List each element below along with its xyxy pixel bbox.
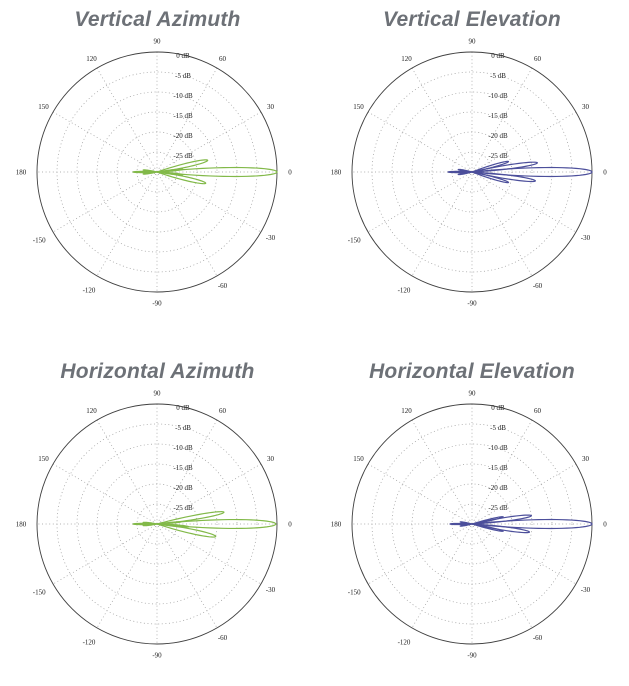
svg-text:-150: -150	[33, 237, 46, 245]
svg-text:0: 0	[603, 169, 607, 177]
svg-text:-15 dB: -15 dB	[173, 464, 193, 472]
svg-text:-90: -90	[152, 300, 162, 308]
chart-title-horizontal-azimuth: Horizontal Azimuth	[60, 360, 255, 383]
svg-text:180: 180	[16, 521, 27, 529]
svg-text:-90: -90	[467, 652, 477, 660]
polar-chart-horizontal-elevation: 0 30 60 90 120 150 180 -150 -120 -90 -60 -30 0 dB -5 …	[330, 390, 607, 660]
chart-cell-vertical-azimuth: Vertical Azimuth 0 30 60 90 120 150 180 -150 -12…	[0, 0, 315, 350]
svg-text:-5 dB: -5 dB	[175, 72, 191, 80]
svg-text:-15 dB: -15 dB	[488, 112, 508, 120]
svg-text:-10 dB: -10 dB	[173, 444, 193, 452]
svg-text:90: 90	[468, 38, 476, 46]
svg-text:180: 180	[330, 169, 341, 177]
svg-text:0 dB: 0 dB	[491, 52, 505, 60]
svg-text:-150: -150	[347, 589, 360, 597]
svg-text:-60: -60	[218, 634, 228, 642]
polar-chart-vertical-elevation: 0 30 60 90 120 150 180 -150 -120 -90 -60 -30 0 dB -5 …	[330, 38, 607, 308]
svg-text:60: 60	[219, 407, 227, 415]
svg-text:60: 60	[534, 407, 542, 415]
svg-text:-25 dB: -25 dB	[173, 152, 193, 160]
svg-text:-60: -60	[532, 634, 542, 642]
polar-chart-vertical-azimuth: 0 30 60 90 120 150 180 -150 -120 -90 -60 -30 0 dB -5 …	[16, 38, 293, 308]
chart-title-vertical-elevation: Vertical Elevation	[383, 8, 561, 31]
svg-text:-30: -30	[266, 586, 276, 594]
svg-text:-5 dB: -5 dB	[490, 72, 506, 80]
svg-text:180: 180	[330, 521, 341, 529]
svg-text:30: 30	[581, 103, 589, 111]
svg-text:-30: -30	[580, 234, 590, 242]
svg-text:-15 dB: -15 dB	[488, 464, 508, 472]
svg-text:60: 60	[534, 55, 542, 63]
svg-text:-20 dB: -20 dB	[173, 484, 193, 492]
svg-text:-10 dB: -10 dB	[488, 92, 508, 100]
chart-title-vertical-azimuth: Vertical Azimuth	[74, 8, 241, 31]
svg-text:-150: -150	[33, 589, 46, 597]
svg-text:0 dB: 0 dB	[176, 404, 190, 412]
svg-text:-30: -30	[266, 234, 276, 242]
svg-text:120: 120	[86, 407, 97, 415]
svg-text:0 dB: 0 dB	[176, 52, 190, 60]
svg-text:-90: -90	[152, 652, 162, 660]
svg-text:30: 30	[267, 103, 275, 111]
svg-text:-30: -30	[580, 586, 590, 594]
svg-text:-60: -60	[218, 282, 228, 290]
svg-text:90: 90	[468, 390, 476, 398]
svg-text:-15 dB: -15 dB	[173, 112, 193, 120]
svg-text:-90: -90	[467, 300, 477, 308]
svg-text:150: 150	[353, 455, 364, 463]
svg-text:150: 150	[38, 103, 49, 111]
svg-text:30: 30	[267, 455, 275, 463]
svg-text:150: 150	[38, 455, 49, 463]
svg-text:120: 120	[86, 55, 97, 63]
svg-text:-10 dB: -10 dB	[173, 92, 193, 100]
svg-text:-20 dB: -20 dB	[488, 484, 508, 492]
svg-text:150: 150	[353, 103, 364, 111]
svg-text:120: 120	[401, 55, 412, 63]
chart-cell-horizontal-azimuth: Horizontal Azimuth 0 30 60 90 120 150 180 -150 -…	[0, 350, 315, 686]
svg-text:-60: -60	[532, 282, 542, 290]
svg-text:0: 0	[288, 169, 292, 177]
svg-text:-10 dB: -10 dB	[488, 444, 508, 452]
svg-text:-25 dB: -25 dB	[488, 152, 508, 160]
svg-text:0: 0	[288, 521, 292, 529]
svg-text:60: 60	[219, 55, 227, 63]
svg-text:-120: -120	[83, 286, 96, 294]
svg-text:-5 dB: -5 dB	[490, 424, 506, 432]
svg-text:180: 180	[16, 169, 27, 177]
svg-text:90: 90	[154, 38, 162, 46]
polar-chart-horizontal-azimuth: 0 30 60 90 120 150 180 -150 -120 -90 -60 -30 0 dB -5 …	[16, 390, 293, 660]
svg-text:-20 dB: -20 dB	[173, 132, 193, 140]
chart-cell-vertical-elevation: Vertical Elevation 0 30 60 90 120 150 180 -150 -…	[315, 0, 629, 350]
chart-title-horizontal-elevation: Horizontal Elevation	[369, 360, 575, 383]
svg-text:-120: -120	[397, 638, 410, 646]
svg-text:-120: -120	[83, 638, 96, 646]
svg-text:0: 0	[603, 521, 607, 529]
svg-text:120: 120	[401, 407, 412, 415]
svg-text:-25 dB: -25 dB	[173, 504, 193, 512]
svg-text:0 dB: 0 dB	[491, 404, 505, 412]
svg-text:-150: -150	[347, 237, 360, 245]
svg-text:-25 dB: -25 dB	[488, 504, 508, 512]
svg-text:90: 90	[154, 390, 162, 398]
svg-text:-5 dB: -5 dB	[175, 424, 191, 432]
svg-text:-20 dB: -20 dB	[488, 132, 508, 140]
svg-text:-120: -120	[397, 286, 410, 294]
svg-text:30: 30	[581, 455, 589, 463]
chart-cell-horizontal-elevation: Horizontal Elevation 0 30 60 90 120 150 180 -15…	[315, 350, 629, 686]
